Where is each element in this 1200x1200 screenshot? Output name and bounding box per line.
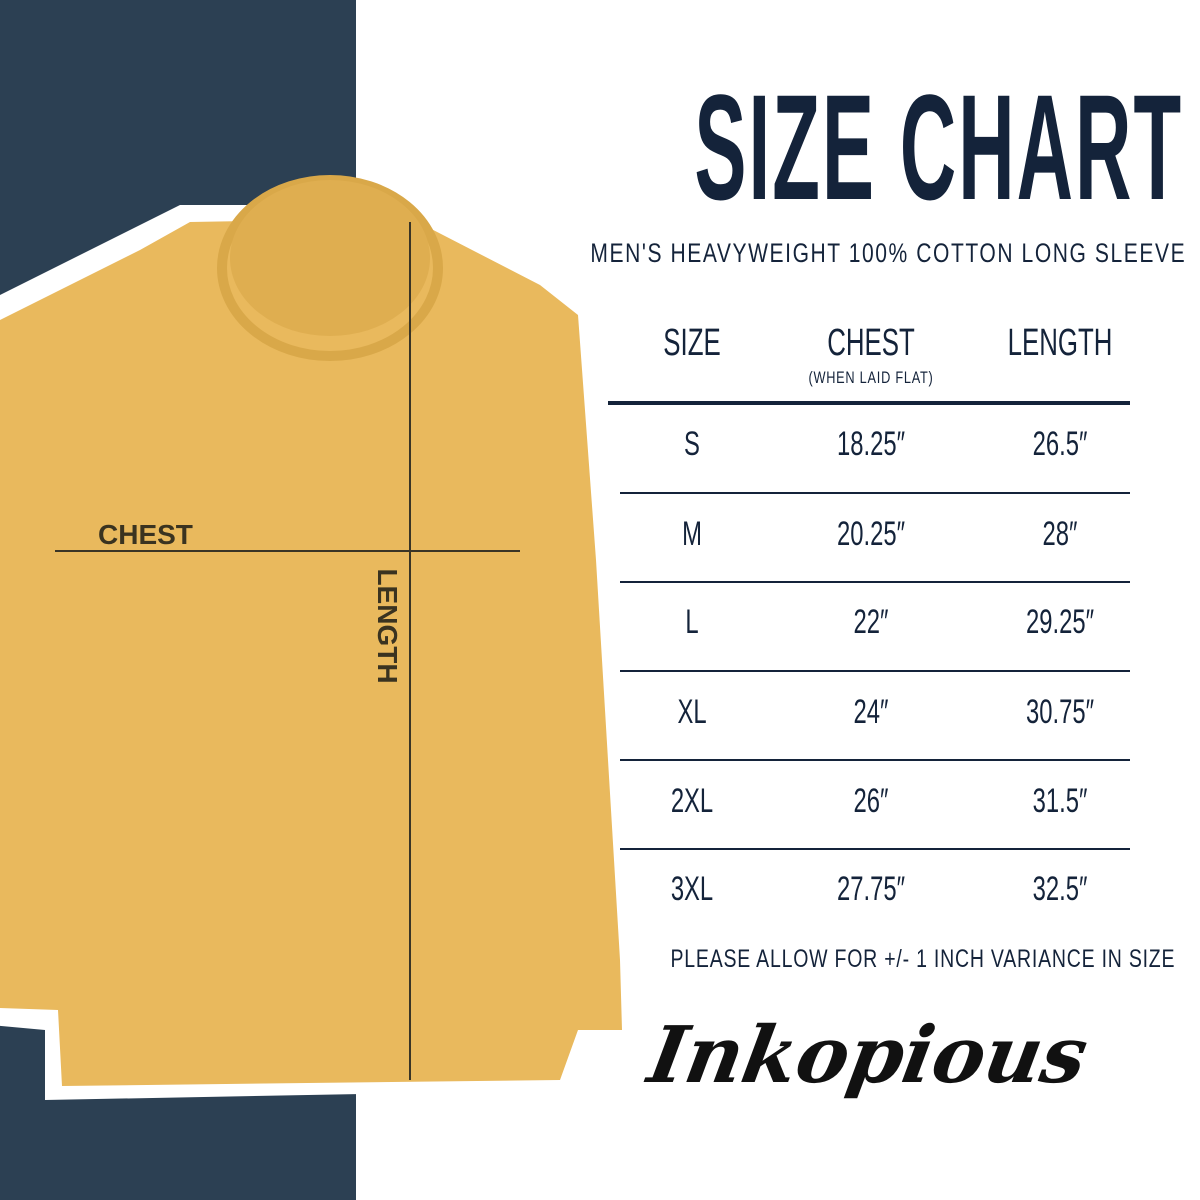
row-divider	[620, 581, 1130, 583]
brand-logo: Inkopious	[641, 1010, 1095, 1101]
cell-length: 31.5″	[1032, 782, 1088, 820]
page-title: SIZE CHART	[694, 63, 1184, 231]
shirt-body	[0, 218, 622, 1086]
header-rule	[608, 401, 1130, 405]
cell-chest: 24″	[853, 693, 889, 731]
cell-chest: 20.25″	[837, 515, 905, 553]
cell-size: S	[684, 425, 700, 463]
header-size: SIZE	[663, 322, 721, 364]
row-divider	[620, 492, 1130, 494]
shirt-diagram	[0, 175, 622, 1086]
length-label: LENGTH	[372, 568, 403, 684]
chest-note: (WHEN LAID FLAT)	[808, 368, 934, 387]
cell-chest: 18.25″	[837, 425, 905, 463]
cell-chest: 26″	[853, 782, 889, 820]
shirt-neck-inner	[230, 180, 430, 336]
cell-size: 3XL	[670, 870, 714, 908]
cell-length: 26.5″	[1032, 425, 1088, 463]
cell-chest: 22″	[853, 603, 889, 641]
row-divider	[620, 848, 1130, 850]
variance-note: PLEASE ALLOW FOR +/- 1 INCH VARIANCE IN …	[670, 945, 1176, 973]
cell-size: 2XL	[670, 782, 714, 820]
cell-size: XL	[677, 693, 707, 731]
subtitle: MEN'S HEAVYWEIGHT 100% COTTON LONG SLEEV…	[590, 238, 1187, 268]
cell-length: 32.5″	[1032, 870, 1088, 908]
cell-chest: 27.75″	[837, 870, 905, 908]
cell-length: 30.75″	[1026, 693, 1094, 731]
row-divider	[620, 759, 1130, 761]
row-divider	[620, 670, 1130, 672]
cell-size: M	[682, 515, 702, 553]
chest-label: CHEST	[98, 519, 193, 550]
cell-length: 29.25″	[1026, 603, 1094, 641]
header-length: LENGTH	[1007, 322, 1113, 364]
cell-size: L	[685, 603, 699, 641]
cell-length: 28″	[1042, 515, 1078, 553]
header-chest: CHEST	[827, 322, 915, 364]
